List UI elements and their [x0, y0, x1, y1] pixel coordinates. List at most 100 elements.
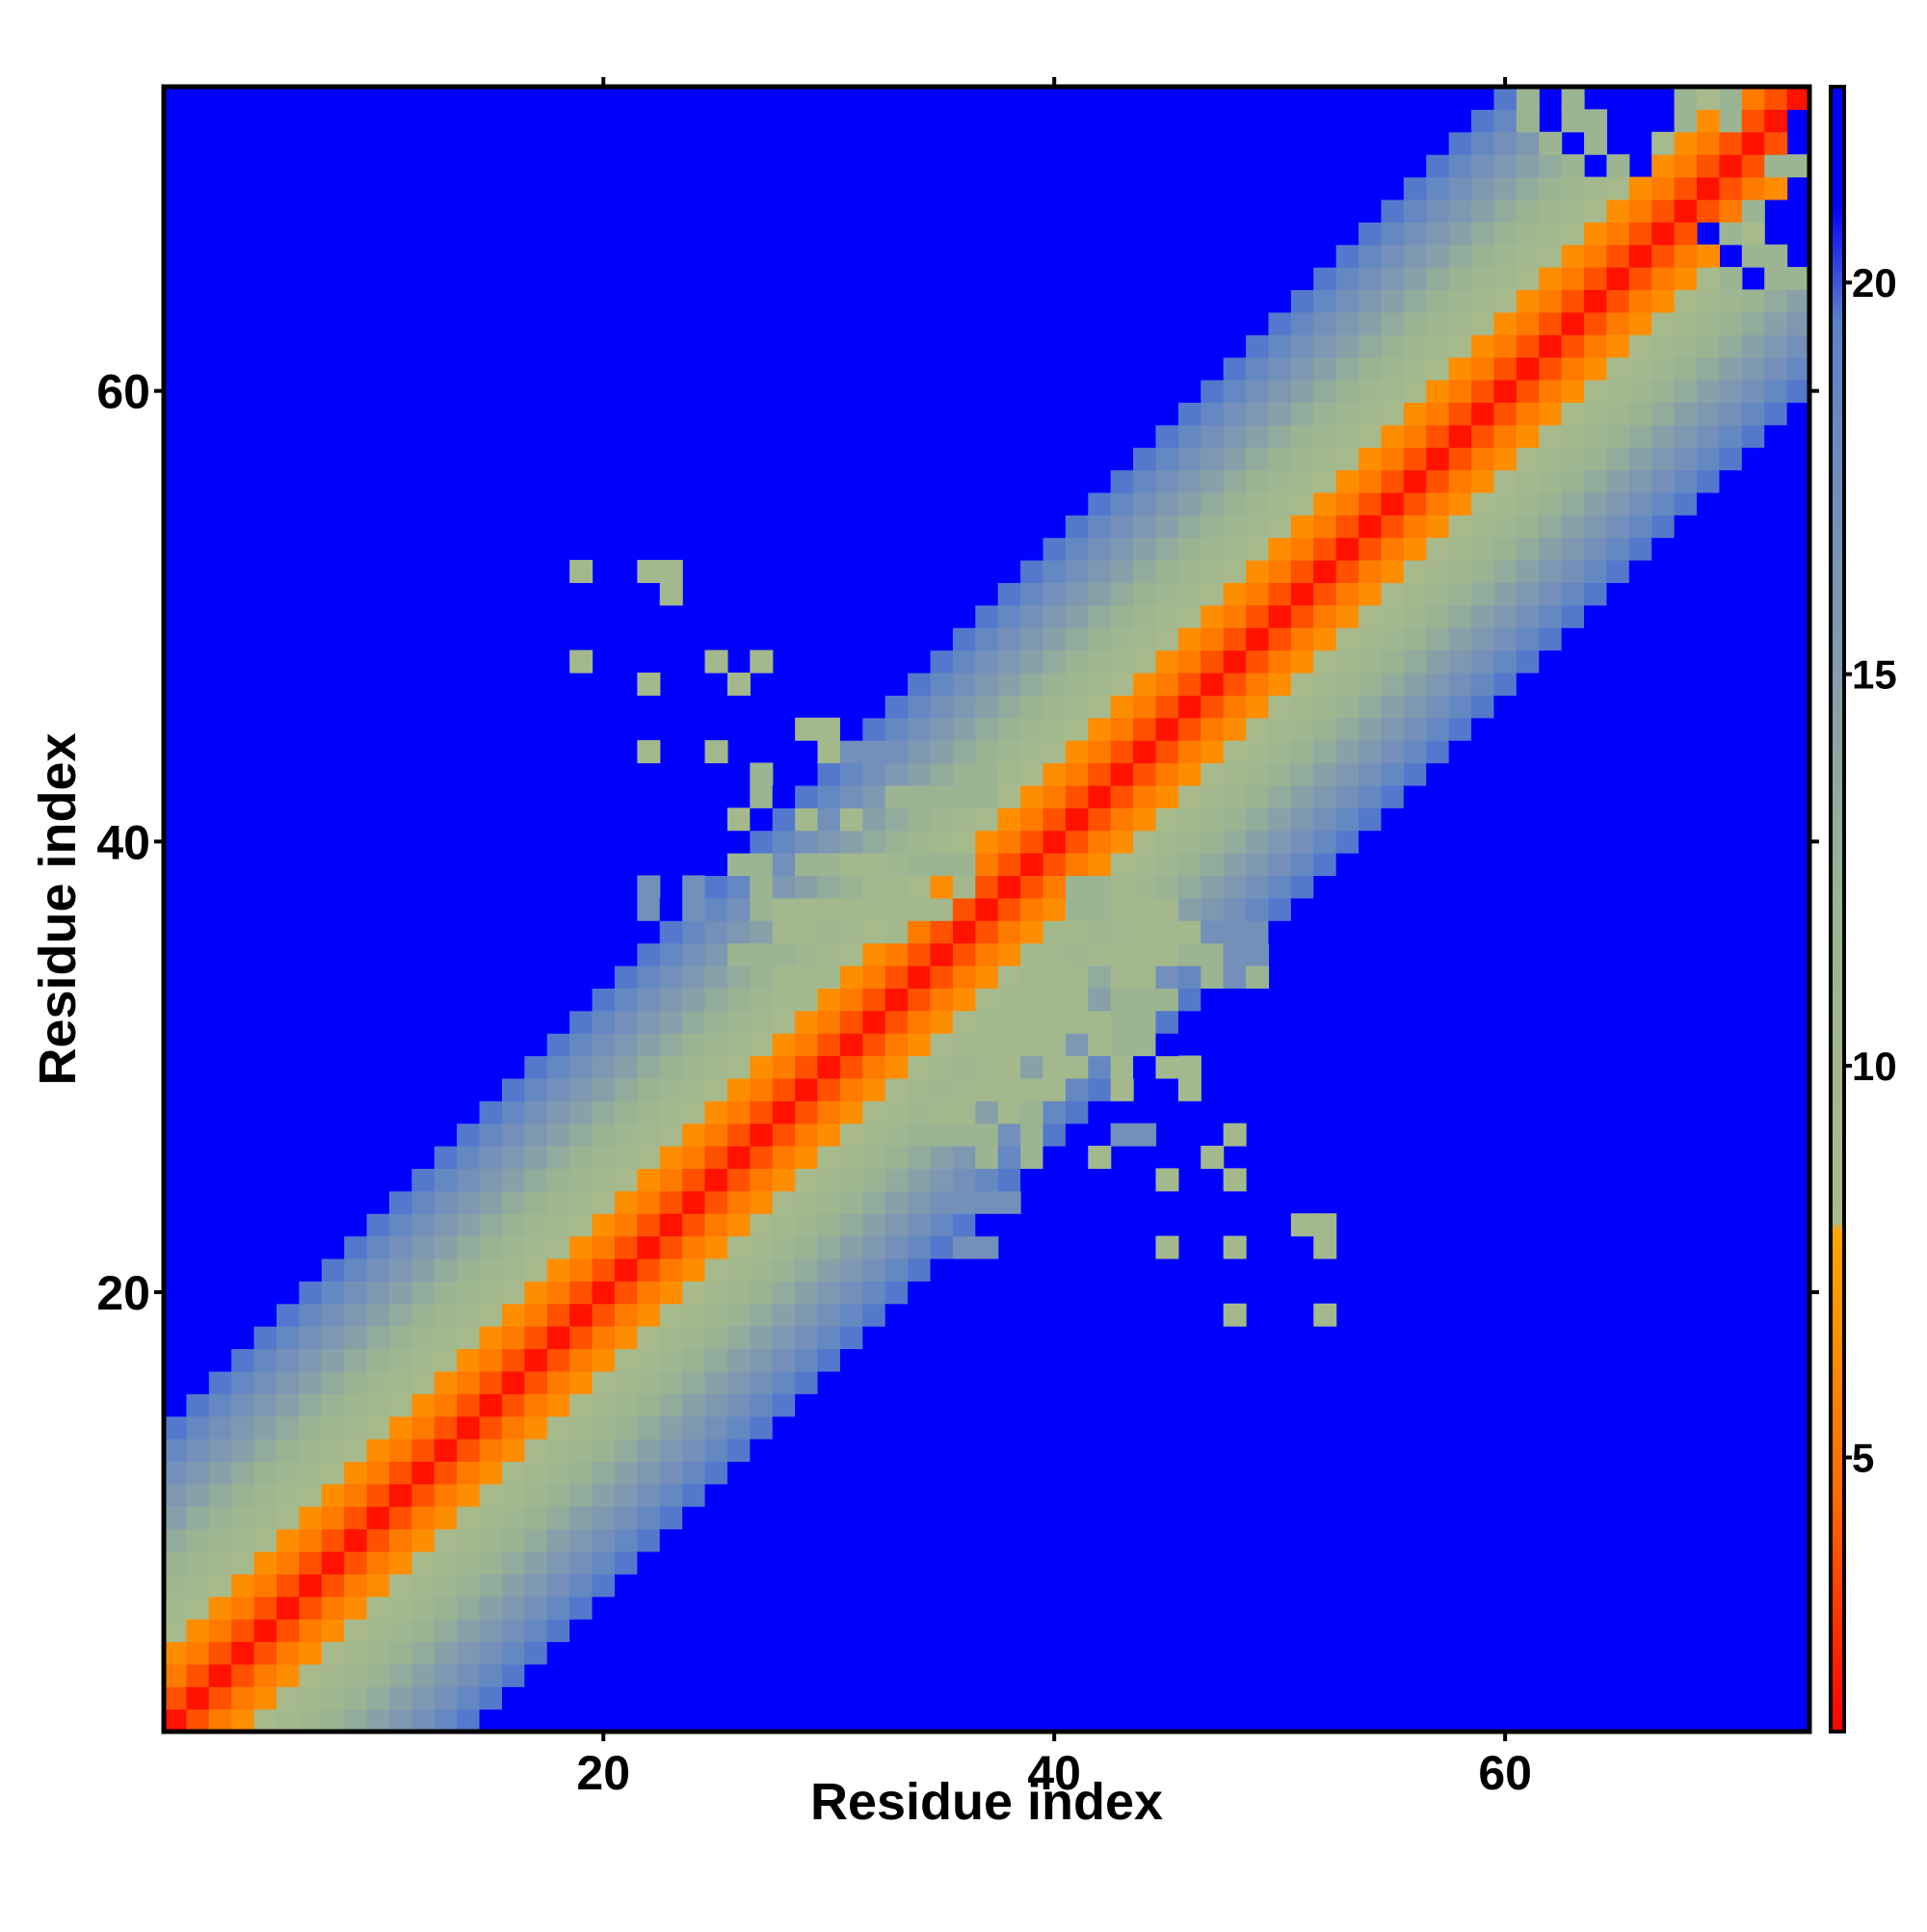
heatmap-cell [1561, 447, 1585, 471]
heatmap-cell [772, 920, 796, 944]
heatmap-cell [930, 1235, 954, 1259]
heatmap-cell [1223, 897, 1247, 921]
heatmap-cell [997, 582, 1021, 606]
heatmap-cell [1177, 491, 1201, 516]
heatmap-cell [1268, 537, 1292, 561]
heatmap-cell [930, 1168, 954, 1192]
heatmap-cell [1043, 965, 1067, 989]
heatmap-cell [704, 1168, 728, 1192]
heatmap-cell [614, 1348, 638, 1372]
heatmap-cell [1674, 469, 1698, 493]
heatmap-cell [1493, 627, 1518, 651]
heatmap-cell [1110, 920, 1134, 944]
heatmap-cell [975, 897, 999, 921]
heatmap-cell [479, 1146, 503, 1170]
heatmap-cell [862, 740, 886, 764]
heatmap-cell [1584, 402, 1608, 426]
heatmap-cell [524, 1146, 548, 1170]
heatmap-cell [1516, 379, 1540, 403]
heatmap-cell [1268, 875, 1292, 899]
heatmap-cell [1381, 222, 1405, 246]
heatmap-cell [930, 807, 954, 832]
heatmap-cell [817, 807, 841, 832]
heatmap-cell [1020, 582, 1044, 606]
heatmap-cell [1493, 222, 1518, 246]
heatmap-cell [1088, 537, 1112, 561]
heatmap-cell [1786, 402, 1810, 426]
heatmap-cell [1448, 154, 1472, 178]
heatmap-cell [1381, 717, 1405, 741]
heatmap-cell [1719, 109, 1743, 133]
heatmap-cell [704, 853, 728, 877]
heatmap-cell [930, 784, 954, 808]
heatmap-cell [637, 1439, 661, 1462]
heatmap-cell [1133, 762, 1157, 786]
heatmap-cell [817, 875, 841, 899]
heatmap-cell [795, 807, 819, 832]
heatmap-cell [884, 1235, 909, 1259]
heatmap-cell [186, 1439, 210, 1462]
heatmap-cell [795, 1393, 819, 1417]
heatmap-cell [1741, 311, 1765, 335]
heatmap-cell [637, 897, 661, 921]
heatmap-cell [772, 1190, 796, 1214]
heatmap-cell [817, 942, 841, 966]
heatmap-cell [908, 1010, 932, 1034]
heatmap-cell [1020, 560, 1044, 584]
heatmap-cell [1584, 560, 1608, 584]
heatmap-cell [1290, 515, 1314, 539]
heatmap-cell [1313, 469, 1337, 493]
heatmap-cell [524, 1055, 548, 1079]
heatmap-cell [1246, 379, 1270, 403]
heatmap-cell [637, 740, 661, 764]
heatmap-cell [1674, 311, 1698, 335]
heatmap-cell [592, 1123, 616, 1147]
heatmap-cell [1606, 582, 1630, 606]
heatmap-cell [1539, 267, 1563, 291]
heatmap-cell [1561, 402, 1585, 426]
heatmap-cell [411, 1663, 436, 1687]
heatmap-cell [344, 1461, 368, 1485]
heatmap-cell [772, 1393, 796, 1417]
heatmap-cell [253, 1348, 277, 1372]
heatmap-cell [1741, 447, 1765, 471]
heatmap-cell [366, 1550, 390, 1575]
heatmap-cell [1359, 379, 1383, 403]
heatmap-cell [1313, 402, 1337, 426]
heatmap-cell [1719, 154, 1743, 178]
heatmap-cell [1359, 604, 1383, 628]
heatmap-cell [726, 807, 751, 832]
heatmap-cell [434, 1708, 458, 1733]
heatmap-cell [795, 1168, 819, 1192]
heatmap-cell [1246, 334, 1270, 358]
heatmap-cell [1065, 830, 1089, 854]
heatmap-cell [1133, 740, 1157, 764]
heatmap-cell [1561, 334, 1585, 358]
heatmap-cell [1674, 334, 1698, 358]
heatmap-cell [388, 1663, 412, 1687]
heatmap-cell [726, 897, 751, 921]
heatmap-cell [411, 1190, 436, 1214]
heatmap-cell [208, 1416, 232, 1440]
heatmap-cell [1088, 965, 1112, 989]
heatmap-cell [1448, 695, 1472, 719]
heatmap-cell [952, 965, 976, 989]
heatmap-cell [1448, 582, 1472, 606]
heatmap-cell [501, 1528, 525, 1552]
heatmap-cell [592, 1100, 616, 1125]
heatmap-cell [186, 1641, 210, 1665]
heatmap-cell [1201, 491, 1225, 516]
heatmap-cell [253, 1641, 277, 1665]
heatmap-cell [1177, 717, 1201, 741]
heatmap-cell [1020, 604, 1044, 628]
heatmap-cell [975, 1213, 999, 1237]
heatmap-cell [930, 1123, 954, 1147]
heatmap-cell [1359, 784, 1383, 808]
heatmap-cell [930, 1010, 954, 1034]
heatmap-cell [366, 1348, 390, 1372]
heatmap-cell [726, 1370, 751, 1394]
heatmap-cell [569, 560, 594, 584]
heatmap-cell [817, 897, 841, 921]
heatmap-cell [930, 965, 954, 989]
heatmap-cell [569, 1393, 594, 1417]
